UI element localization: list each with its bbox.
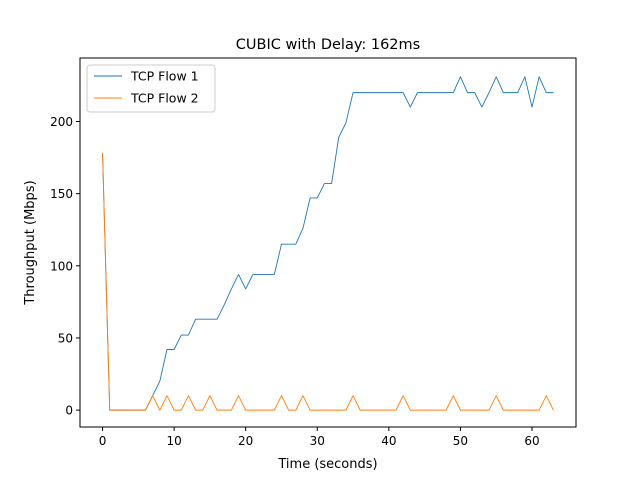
y-tick-label: 50: [58, 331, 73, 345]
y-tick-label: 0: [65, 404, 73, 418]
x-ticks: 0 10 20 30 40 50 60: [99, 427, 540, 448]
x-tick-label: 10: [166, 434, 181, 448]
series-line-flow-2: [102, 153, 554, 411]
series-line-flow-1: [102, 76, 554, 411]
x-tick-label: 40: [381, 434, 396, 448]
x-tick-label: 20: [238, 434, 253, 448]
legend: TCP Flow 1 TCP Flow 2: [86, 64, 216, 113]
plot-frame: [79, 57, 577, 428]
legend-box: [86, 64, 216, 113]
y-ticks: 0 50 100 150 200: [50, 115, 80, 418]
y-tick-label: 200: [50, 115, 73, 129]
x-tick-label: 30: [310, 434, 325, 448]
y-tick-label: 100: [50, 259, 73, 273]
legend-label-flow-2: TCP Flow 2: [130, 91, 199, 106]
x-tick-label: 50: [453, 434, 468, 448]
legend-label-flow-1: TCP Flow 1: [130, 69, 199, 84]
chart-title: CUBIC with Delay: 162ms: [236, 37, 420, 53]
x-tick-label: 0: [99, 434, 107, 448]
y-tick-label: 150: [50, 187, 73, 201]
x-tick-label: 60: [524, 434, 539, 448]
y-axis-label: Throughput (Mbps): [23, 180, 38, 305]
x-axis-label: Time (seconds): [277, 457, 377, 472]
series-layer: [102, 76, 554, 411]
